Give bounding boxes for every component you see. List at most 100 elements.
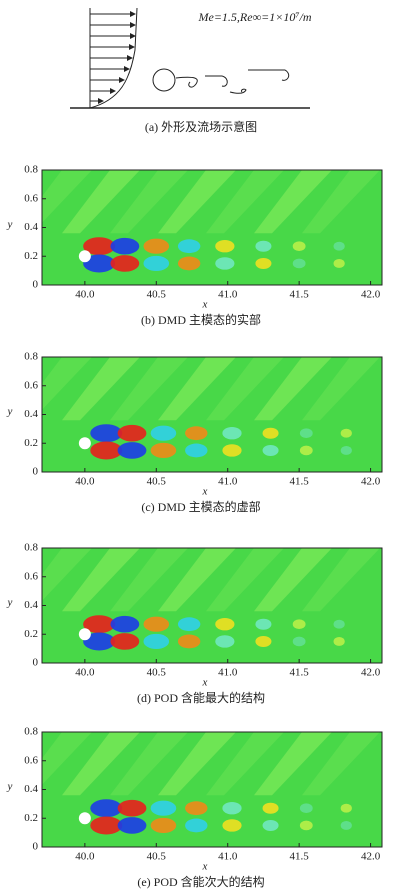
contour-blob bbox=[340, 428, 352, 438]
y-tick-label: 0.6 bbox=[24, 379, 38, 391]
cylinder bbox=[78, 250, 91, 263]
field-band bbox=[42, 548, 92, 601]
y-tick-label: 0 bbox=[33, 279, 39, 291]
x-tick-label: 40.5 bbox=[147, 667, 167, 679]
contour-blob bbox=[143, 633, 170, 650]
contour-blob bbox=[255, 240, 272, 252]
contour-blob bbox=[292, 258, 306, 269]
field-band bbox=[110, 357, 188, 421]
field-band bbox=[110, 548, 188, 612]
contour-blob bbox=[90, 424, 123, 443]
contour-blob bbox=[143, 616, 170, 632]
contour-blob bbox=[110, 633, 140, 650]
contour-blob bbox=[150, 425, 177, 441]
contour-blob bbox=[185, 443, 208, 458]
x-tick-label: 42.0 bbox=[361, 289, 381, 301]
schematic bbox=[70, 7, 310, 109]
caption: (d) POD 含能最大的结构 bbox=[137, 690, 265, 705]
x-tick-label: 41.5 bbox=[290, 667, 310, 679]
field-band bbox=[158, 170, 236, 234]
contour-blob bbox=[262, 819, 279, 831]
contour-field bbox=[42, 170, 382, 285]
field-band bbox=[206, 357, 284, 421]
contour-blob bbox=[299, 803, 313, 813]
contour-blob bbox=[262, 802, 279, 814]
contour-blob bbox=[333, 241, 345, 251]
x-axis-label: x bbox=[202, 299, 208, 311]
y-tick-label: 0.2 bbox=[24, 250, 38, 262]
field-band bbox=[206, 548, 284, 612]
field-band bbox=[206, 732, 284, 796]
field-band bbox=[254, 732, 332, 796]
field-band bbox=[158, 732, 236, 796]
contour-blob bbox=[262, 444, 279, 456]
x-tick-label: 41.0 bbox=[218, 476, 238, 488]
flow-label: Me=1.5,Re∞=1×10⁷/m bbox=[198, 10, 312, 24]
field-band bbox=[62, 732, 140, 796]
field-band bbox=[302, 732, 380, 796]
x-tick-label: 40.5 bbox=[147, 289, 167, 301]
y-tick-label: 0.8 bbox=[24, 726, 38, 738]
contour-blob bbox=[185, 801, 208, 816]
contour-blob bbox=[222, 819, 242, 832]
x-tick-label: 40.5 bbox=[147, 851, 167, 863]
contour-blob bbox=[117, 442, 147, 459]
x-tick-label: 41.5 bbox=[290, 476, 310, 488]
x-axis-label: x bbox=[202, 486, 208, 498]
x-tick-label: 42.0 bbox=[361, 851, 381, 863]
y-tick-label: 0 bbox=[33, 657, 39, 669]
x-tick-label: 40.0 bbox=[75, 851, 95, 863]
field-band bbox=[254, 357, 332, 421]
x-axis-label: x bbox=[202, 677, 208, 689]
x-tick-label: 41.0 bbox=[218, 289, 238, 301]
contour-blob bbox=[150, 442, 177, 459]
x-tick-label: 40.0 bbox=[75, 476, 95, 488]
y-tick-label: 0.4 bbox=[24, 599, 38, 611]
caption: (a) 外形及流场示意图 bbox=[145, 119, 257, 134]
y-axis-label: y bbox=[7, 219, 13, 231]
contour-blob bbox=[143, 255, 170, 272]
field-band bbox=[254, 548, 332, 612]
contour-blob bbox=[215, 239, 235, 253]
y-tick-label: 0.8 bbox=[24, 164, 38, 176]
y-tick-label: 0.8 bbox=[24, 351, 38, 363]
contour-blob bbox=[222, 444, 242, 457]
y-tick-label: 0.2 bbox=[24, 437, 38, 449]
contour-blob bbox=[299, 820, 313, 831]
field-band bbox=[302, 548, 380, 612]
field-band bbox=[158, 548, 236, 612]
contour-blob bbox=[117, 424, 147, 442]
contour-blob bbox=[90, 799, 123, 818]
contour-blob bbox=[299, 445, 313, 456]
contour-blob bbox=[292, 636, 306, 647]
contour-blob bbox=[255, 618, 272, 630]
y-tick-label: 0.2 bbox=[24, 812, 38, 824]
contour-blob bbox=[185, 426, 208, 441]
x-tick-label: 41.5 bbox=[290, 851, 310, 863]
contour-field bbox=[42, 357, 382, 472]
caption: (c) DMD 主模态的虚部 bbox=[141, 499, 260, 514]
field-band bbox=[42, 732, 92, 785]
x-tick-label: 42.0 bbox=[361, 667, 381, 679]
contour-blob bbox=[215, 257, 235, 270]
x-tick-label: 41.0 bbox=[218, 851, 238, 863]
field-band bbox=[62, 170, 140, 234]
contour-blob bbox=[177, 239, 201, 254]
contour-blob bbox=[83, 615, 116, 634]
contour-blob bbox=[222, 426, 242, 440]
contour-blob bbox=[340, 803, 352, 813]
contour-blob bbox=[292, 241, 306, 251]
y-tick-label: 0 bbox=[33, 466, 39, 478]
contour-blob bbox=[110, 255, 140, 272]
field-band bbox=[42, 170, 92, 223]
contour-blob bbox=[215, 617, 235, 631]
contour-blob bbox=[222, 801, 242, 815]
y-tick-label: 0.2 bbox=[24, 628, 38, 640]
x-tick-label: 40.0 bbox=[75, 667, 95, 679]
contour-blob bbox=[292, 619, 306, 629]
contour-blob bbox=[340, 445, 352, 455]
x-tick-label: 40.0 bbox=[75, 289, 95, 301]
field-band bbox=[206, 170, 284, 234]
contour-blob bbox=[333, 619, 345, 629]
